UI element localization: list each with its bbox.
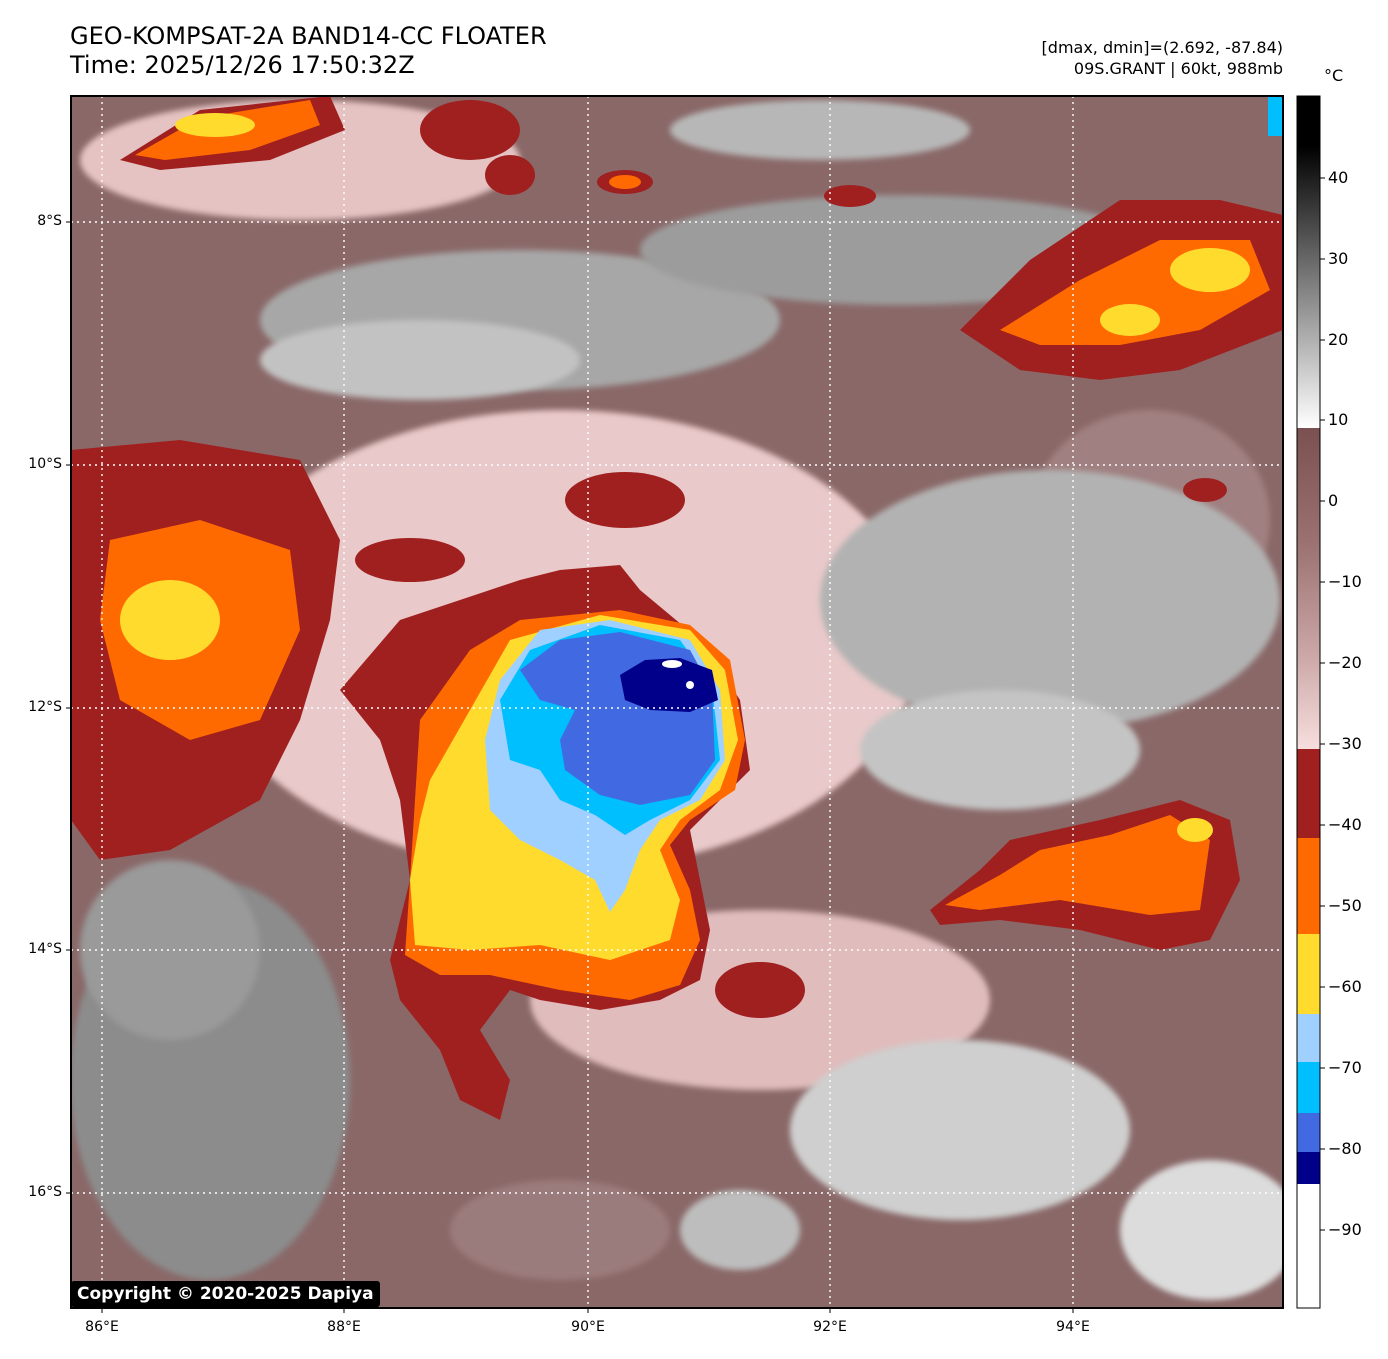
axis-ticks bbox=[66, 221, 1074, 1313]
colorbar-tick: 40 bbox=[1328, 168, 1349, 187]
copyright-badge: Copyright © 2020-2025 Dapiya bbox=[71, 1281, 380, 1307]
lon-label-90e: 90°E bbox=[571, 1319, 605, 1335]
colorbar bbox=[1296, 95, 1325, 1309]
gridlines bbox=[71, 96, 1283, 1308]
lat-label-14s: 14°S bbox=[28, 941, 62, 957]
lon-label-86e: 86°E bbox=[85, 1319, 119, 1335]
colorbar-tick: −30 bbox=[1328, 734, 1362, 753]
chart-time: Time: 2025/12/26 17:50:32Z bbox=[70, 51, 415, 79]
colorbar-tick: −10 bbox=[1328, 572, 1362, 591]
lat-label-12s: 12°S bbox=[28, 699, 62, 715]
colorbar-tick: 20 bbox=[1328, 330, 1349, 349]
lon-label-94e: 94°E bbox=[1056, 1319, 1090, 1335]
lat-label-10s: 10°S bbox=[28, 456, 62, 472]
lat-label-16s: 16°S bbox=[28, 1184, 62, 1200]
lon-label-92e: 92°E bbox=[813, 1319, 847, 1335]
colorbar-tick: −20 bbox=[1328, 653, 1362, 672]
colorbar-tick: 30 bbox=[1328, 249, 1349, 268]
colorbar-tick: 0 bbox=[1328, 491, 1339, 510]
map-frame bbox=[70, 95, 1284, 1309]
colorbar-tick: −80 bbox=[1328, 1139, 1362, 1158]
lon-label-88e: 88°E bbox=[327, 1319, 361, 1335]
data-range: [dmax, dmin]=(2.692, -87.84) bbox=[1041, 38, 1283, 57]
colorbar-tick: 10 bbox=[1328, 410, 1349, 429]
colorbar-tick: −50 bbox=[1328, 896, 1362, 915]
colorbar-tick: −40 bbox=[1328, 815, 1362, 834]
colorbar-tick: −90 bbox=[1328, 1220, 1362, 1239]
colorbar-tick: −70 bbox=[1328, 1058, 1362, 1077]
chart-title: GEO-KOMPSAT-2A BAND14-CC FLOATER bbox=[70, 22, 547, 50]
map-imagery bbox=[71, 96, 1283, 1308]
colorbar-unit: °C bbox=[1324, 66, 1344, 85]
storm-info: 09S.GRANT | 60kt, 988mb bbox=[1073, 59, 1283, 78]
colorbar-tick: −60 bbox=[1328, 977, 1362, 996]
lat-label-8s: 8°S bbox=[37, 213, 62, 229]
